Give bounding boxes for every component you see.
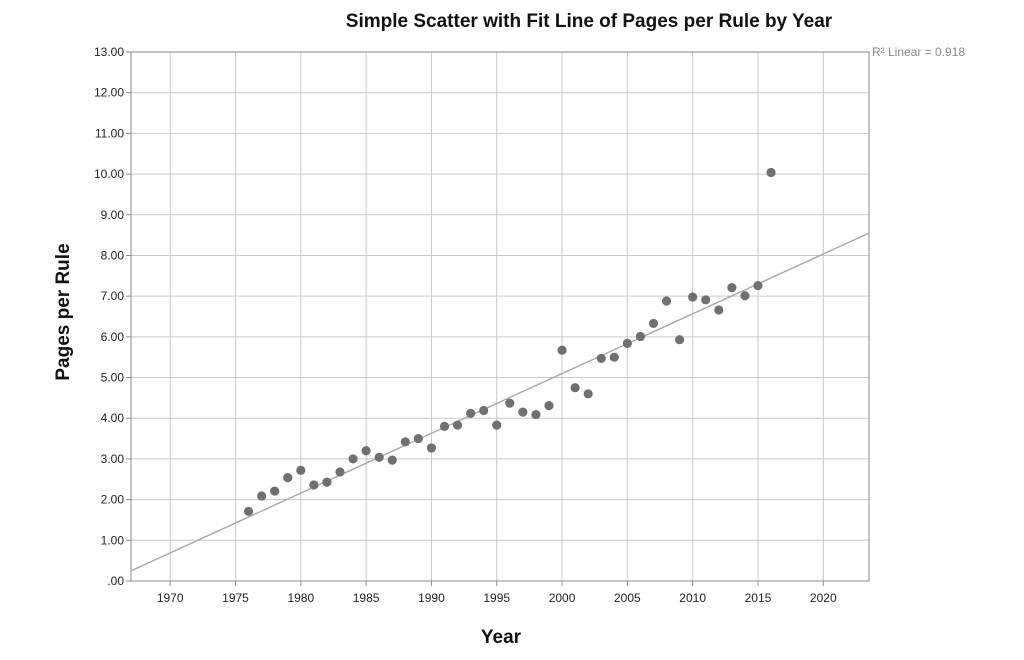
y-tick-label: 4.00 [101, 411, 125, 425]
x-tick-label: 1985 [353, 591, 380, 605]
data-point [622, 338, 632, 348]
fit-line-group [130, 232, 870, 572]
data-point [766, 167, 776, 178]
data-point [452, 420, 463, 430]
data-point [257, 491, 267, 501]
data-point [518, 407, 528, 417]
data-point [505, 398, 515, 408]
data-point [648, 318, 659, 329]
fit-line-label: R² Linear = 0.918 [872, 45, 965, 59]
data-point [270, 486, 280, 496]
y-axis-ticks: .00 1.00 2.00 3.00 4.00 5.00 6.00 7.00 8.00 9.00 1… [94, 45, 131, 588]
data-point [688, 292, 698, 302]
data-point [426, 443, 437, 453]
y-tick-label: 1.00 [101, 533, 125, 547]
y-tick-label: 10.00 [94, 167, 124, 181]
data-point [479, 405, 489, 416]
y-tick-label: 5.00 [101, 371, 125, 385]
y-tick-label: 6.00 [101, 330, 125, 344]
x-axis-title: Year [481, 627, 522, 648]
y-tick-label: 13.00 [94, 45, 124, 59]
data-point [400, 437, 410, 447]
data-point [466, 408, 476, 418]
x-tick-label: 2010 [679, 591, 706, 605]
data-point [309, 480, 319, 490]
x-tick-label: 1980 [287, 591, 314, 605]
x-tick-label: 1975 [222, 591, 249, 605]
data-point [675, 335, 685, 345]
y-tick-label: 7.00 [101, 289, 125, 303]
data-point [701, 295, 711, 305]
data-point [753, 280, 763, 291]
data-point [361, 446, 371, 456]
data-point [335, 467, 345, 477]
data-point [557, 345, 567, 355]
x-tick-label: 1995 [483, 591, 510, 605]
y-tick-label: .00 [107, 574, 124, 588]
data-point [374, 452, 384, 462]
data-point [322, 477, 332, 487]
x-tick-label: 2015 [745, 591, 772, 605]
plot-frame [130, 51, 870, 582]
data-point [439, 421, 450, 431]
data-point [296, 465, 306, 475]
y-tick-label: 9.00 [101, 208, 125, 222]
data-point [413, 433, 423, 444]
y-tick-label: 12.00 [94, 86, 124, 100]
data-point [243, 506, 254, 517]
data-points [243, 167, 776, 517]
data-point [348, 454, 358, 464]
data-point [570, 383, 580, 393]
data-point [387, 455, 397, 465]
data-point [635, 331, 646, 342]
y-tick-label: 8.00 [101, 248, 125, 262]
y-tick-label: 11.00 [95, 126, 124, 140]
data-point [714, 305, 724, 315]
gridlines [131, 51, 869, 582]
x-tick-label: 2005 [614, 591, 641, 605]
fit-line [130, 232, 870, 572]
data-point [661, 296, 672, 306]
chart-title: Simple Scatter with Fit Line of Pages pe… [346, 11, 833, 32]
x-tick-label: 2020 [810, 591, 837, 605]
data-point [544, 401, 554, 411]
data-point [609, 352, 619, 362]
x-tick-label: 2000 [549, 591, 576, 605]
y-tick-label: 2.00 [101, 493, 125, 507]
x-tick-label: 1970 [157, 591, 184, 605]
data-point [740, 291, 750, 301]
data-point [583, 389, 593, 399]
data-point [531, 409, 541, 420]
y-tick-label: 3.00 [101, 452, 125, 466]
data-point [492, 420, 502, 430]
x-tick-label: 1990 [418, 591, 445, 605]
data-point [283, 473, 293, 483]
data-point [596, 353, 606, 364]
x-axis-ticks: 1970 1975 1980 1985 1990 1995 2000 2005 2010 2015… [157, 581, 837, 605]
y-axis-title: Pages per Rule [53, 243, 74, 380]
data-point [727, 283, 737, 293]
